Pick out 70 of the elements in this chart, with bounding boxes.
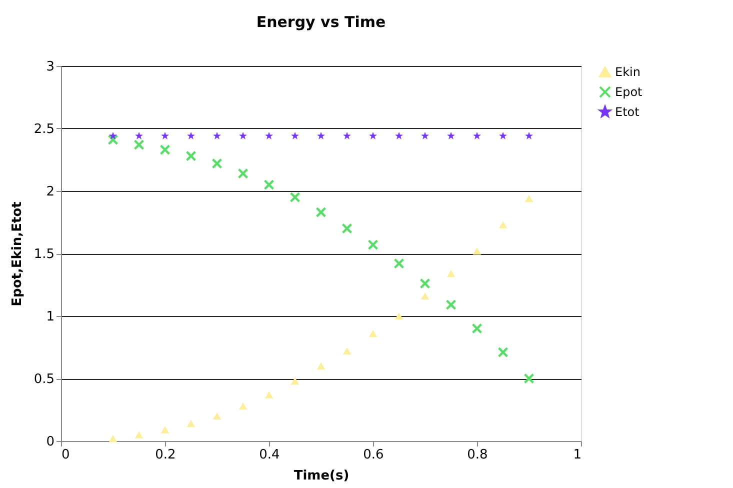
y-tick-label: 0 (46, 434, 54, 450)
x-tick-label: 0.6 (363, 448, 384, 462)
point (368, 330, 378, 338)
point (368, 239, 378, 250)
point (238, 402, 248, 410)
legend-label: Ekin (615, 65, 640, 79)
point (108, 434, 118, 442)
point (394, 258, 404, 269)
point (187, 132, 195, 140)
point (212, 158, 222, 169)
point (524, 194, 534, 202)
point (395, 132, 403, 140)
x-tick-label: 1 (573, 448, 582, 462)
point (394, 312, 404, 320)
point (420, 292, 430, 300)
x-axis-title: Time(s) (294, 468, 350, 484)
x-tick-label: 0 (62, 448, 70, 462)
point (291, 132, 299, 140)
point (186, 150, 196, 162)
point (317, 132, 325, 140)
y-tick-label: 2 (46, 184, 54, 200)
point (160, 426, 170, 434)
point (446, 270, 456, 278)
point (108, 134, 118, 146)
x-tick-label: 0.4 (259, 448, 280, 462)
point (342, 223, 352, 234)
legend-label: Epot (615, 85, 643, 99)
y-tick-label: 1.5 (34, 247, 54, 262)
point (290, 192, 300, 203)
point (213, 132, 221, 140)
point (524, 373, 534, 384)
point (343, 132, 351, 140)
point (161, 132, 169, 140)
point (264, 179, 274, 190)
point (498, 221, 508, 228)
chart-title: Energy vs Time (256, 13, 386, 31)
point (498, 346, 508, 358)
point (473, 132, 481, 140)
point (421, 132, 429, 140)
y-tick-label: 3 (46, 60, 54, 74)
point (212, 412, 222, 420)
point (186, 420, 196, 428)
x-tick-label: 0.8 (467, 448, 488, 462)
point (369, 132, 377, 140)
point (316, 206, 326, 218)
point (446, 299, 456, 310)
point (316, 362, 326, 370)
point (264, 391, 274, 398)
point (472, 247, 482, 255)
point (265, 132, 273, 140)
point (342, 347, 352, 355)
y-tick-label: 1 (46, 310, 54, 324)
point (134, 139, 144, 150)
point (420, 278, 430, 289)
x-tick-label: 0.2 (155, 448, 176, 462)
point (160, 144, 170, 156)
point (499, 132, 507, 140)
point (135, 132, 143, 140)
point (238, 168, 248, 179)
legend-label: Etot (615, 105, 640, 119)
point (290, 377, 300, 385)
point (109, 132, 117, 140)
y-axis-title: Epot,Ekin,Etot (10, 202, 25, 306)
point (239, 132, 247, 140)
y-tick-label: 2.5 (34, 122, 54, 137)
point (447, 132, 455, 140)
point (525, 132, 533, 140)
y-tick-label: 0.5 (34, 372, 54, 387)
point (472, 323, 482, 334)
point (134, 431, 144, 438)
